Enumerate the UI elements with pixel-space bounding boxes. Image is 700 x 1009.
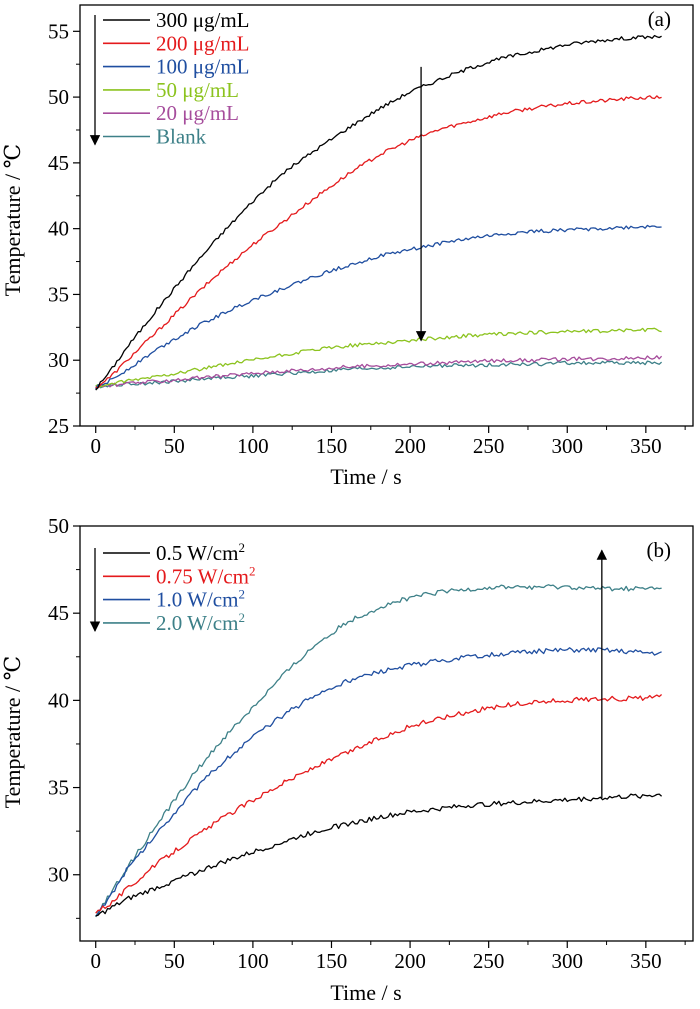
plot-frame: [79, 525, 694, 942]
series-line-20-g-ml: [95, 355, 663, 389]
series-line-0.75-w-cm: [95, 694, 663, 914]
y-tick-label: 50: [48, 85, 69, 109]
x-tick-label: 350: [630, 434, 662, 458]
legend-entry: Blank: [156, 125, 207, 149]
y-tick-label: 25: [48, 414, 69, 438]
y-tick-label: 35: [48, 776, 69, 800]
y-tick-label: 40: [48, 688, 69, 712]
legend-entry: 0.75 W/cm2: [156, 563, 255, 588]
panel-b-ylabel: Temperature / ℃: [0, 656, 25, 809]
x-tick-label: 350: [630, 949, 662, 973]
x-tick-label: 250: [473, 434, 505, 458]
y-tick-label: 30: [48, 863, 69, 887]
series-line-50-g-ml: [95, 327, 662, 388]
panel-b: Temperature / ℃ Time / s (b): [0, 538, 671, 1005]
y-tick-label: 35: [48, 282, 69, 306]
plot-area-b: 0 50 100 150 200 250 300 350 30 35 40 45 50 0.5 W/cm2…: [48, 514, 694, 973]
legend-entry: 100 μg/mL: [156, 55, 250, 79]
series-line-300-g-ml: [95, 34, 662, 391]
panel-b-label: (b): [647, 538, 672, 562]
y-tick-label: 45: [48, 601, 69, 625]
x-tick-label: 0: [90, 434, 101, 458]
y-tick-label: 45: [48, 151, 69, 175]
legend-entry: 1.0 W/cm2: [156, 587, 245, 612]
x-tick-label: 150: [316, 949, 348, 973]
x-tick-label: 150: [316, 434, 348, 458]
x-tick-label: 300: [552, 434, 584, 458]
y-tick-label: 55: [48, 19, 69, 43]
x-tick-label: 0: [90, 949, 101, 973]
x-tick-label: 50: [164, 434, 185, 458]
series-line-100-g-ml: [95, 224, 662, 390]
series-line-blank: [95, 360, 663, 389]
panel-a: Temperature / ℃ Time / s (a): [0, 7, 671, 489]
x-tick-label: 200: [394, 949, 426, 973]
series-line-200-g-ml: [95, 95, 662, 389]
x-tick-label: 300: [552, 949, 584, 973]
legend-entry: 20 μg/mL: [156, 101, 239, 125]
legend-entry: 300 μg/mL: [156, 8, 250, 32]
x-tick-label: 50: [164, 949, 185, 973]
x-tick-label: 100: [237, 949, 269, 973]
plot-area-a: 0 50 100 150 200 250 300 350 25 30 35 40 45 50 55 300 μ…: [48, 4, 694, 458]
panel-a-ylabel: Temperature / ℃: [0, 144, 25, 297]
legend-entry: 50 μg/mL: [156, 78, 239, 102]
legend-entry: 2.0 W/cm2: [156, 610, 245, 635]
legend-entry: 200 μg/mL: [156, 31, 250, 55]
y-tick-label: 50: [48, 514, 69, 538]
panel-a-label: (a): [648, 7, 671, 31]
x-tick-label: 200: [394, 434, 426, 458]
series-line-1.0-w-cm: [95, 647, 662, 917]
legend-entry: 0.5 W/cm2: [156, 540, 245, 565]
x-tick-label: 250: [473, 949, 505, 973]
series-line-0.5-w-cm: [95, 793, 663, 917]
series-line-2.0-w-cm: [95, 584, 662, 918]
plot-frame: [79, 4, 694, 427]
y-tick-label: 40: [48, 217, 69, 241]
panel-b-xlabel: Time / s: [330, 980, 401, 1005]
x-tick-label: 100: [237, 434, 269, 458]
y-tick-label: 30: [48, 348, 69, 372]
panel-a-xlabel: Time / s: [330, 464, 401, 489]
